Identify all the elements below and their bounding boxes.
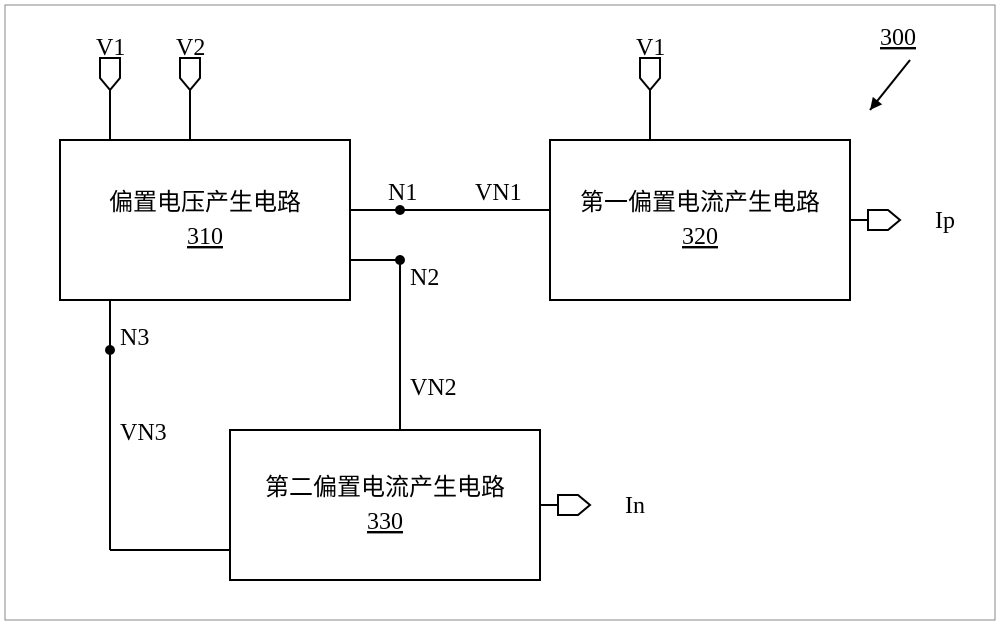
block-title-b310: 偏置电压产生电路 xyxy=(109,189,301,216)
port-label-v2_left: V2 xyxy=(176,35,205,61)
block-b330 xyxy=(230,430,540,580)
figure-ref-label: 300 xyxy=(880,25,916,51)
block-b310 xyxy=(60,140,350,300)
block-b320 xyxy=(550,140,850,300)
port-label-v1_right: V1 xyxy=(636,35,665,61)
port-v1_right xyxy=(640,58,660,90)
block-ref-b330: 330 xyxy=(367,509,403,535)
figure-ref-arrow-head xyxy=(870,97,882,110)
node-n2 xyxy=(395,255,405,265)
label-n3: N3 xyxy=(120,325,149,351)
block-title-b320: 第一偏置电流产生电路 xyxy=(580,189,820,216)
port-v1_left xyxy=(100,58,120,90)
block-title-b330: 第二偏置电流产生电路 xyxy=(265,474,505,501)
label-n1: N1 xyxy=(388,180,417,206)
port-label-in: In xyxy=(625,493,645,519)
port-v2_left xyxy=(180,58,200,90)
node-n3 xyxy=(105,345,115,355)
label-vn3: VN3 xyxy=(120,420,167,446)
label-vn2: VN2 xyxy=(410,375,457,401)
port-label-v1_left: V1 xyxy=(96,35,125,61)
node-n1 xyxy=(395,205,405,215)
label-vn1: VN1 xyxy=(475,180,522,206)
block-ref-b310: 310 xyxy=(187,224,223,250)
block-ref-b320: 320 xyxy=(682,224,718,250)
outer-frame xyxy=(5,5,995,620)
port-in xyxy=(558,495,590,515)
label-n2: N2 xyxy=(410,265,439,291)
port-label-ip: Ip xyxy=(935,208,955,234)
port-ip xyxy=(868,210,900,230)
